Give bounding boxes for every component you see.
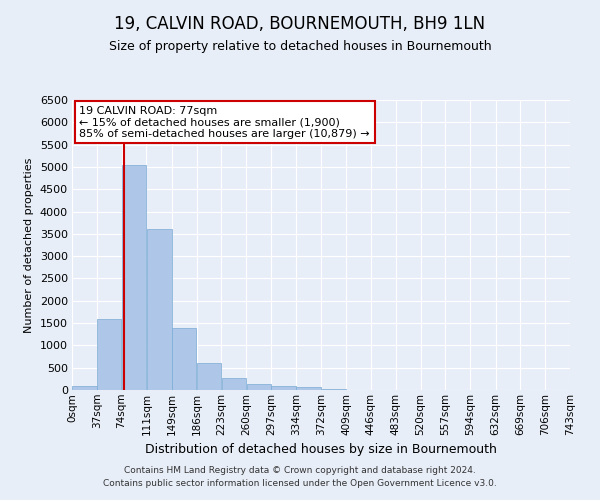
Bar [247, 384, 271, 390]
Text: 19 CALVIN ROAD: 77sqm
← 15% of detached houses are smaller (1,900)
85% of semi-d: 19 CALVIN ROAD: 77sqm ← 15% of detached … [79, 106, 370, 139]
Bar [172, 328, 196, 390]
Text: Size of property relative to detached houses in Bournemouth: Size of property relative to detached ho… [109, 40, 491, 53]
Bar [72, 386, 97, 390]
Bar [296, 388, 321, 390]
Bar [97, 318, 121, 390]
Bar [222, 378, 246, 390]
Bar [197, 363, 221, 390]
X-axis label: Distribution of detached houses by size in Bournemouth: Distribution of detached houses by size … [145, 443, 497, 456]
Bar [271, 386, 296, 390]
Bar [322, 389, 346, 390]
Text: 19, CALVIN ROAD, BOURNEMOUTH, BH9 1LN: 19, CALVIN ROAD, BOURNEMOUTH, BH9 1LN [115, 15, 485, 33]
Bar [122, 164, 146, 390]
Text: Contains HM Land Registry data © Crown copyright and database right 2024.
Contai: Contains HM Land Registry data © Crown c… [103, 466, 497, 487]
Bar [146, 230, 172, 390]
Y-axis label: Number of detached properties: Number of detached properties [24, 158, 34, 332]
